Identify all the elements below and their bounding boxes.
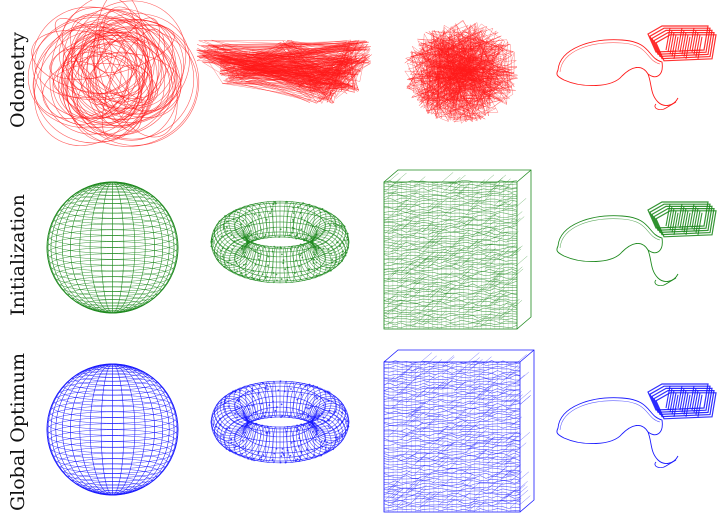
odometry-cube-plot bbox=[404, 19, 518, 124]
global-optimum-cube-plot bbox=[383, 349, 535, 513]
row-label-odometry: Odometry bbox=[0, 0, 36, 160]
initialization-garage-plot bbox=[556, 201, 717, 287]
odometry-garage-plot bbox=[556, 25, 717, 111]
row-label-text: Initialization bbox=[7, 194, 29, 316]
initialization-sphere-plot bbox=[46, 181, 179, 314]
odometry-torus-plot bbox=[196, 39, 372, 104]
row-label-initialization: Initialization bbox=[0, 170, 36, 340]
odometry-sphere-plot bbox=[27, 0, 200, 147]
row-label-text: Global Optimum bbox=[7, 352, 29, 512]
initialization-cube-plot bbox=[383, 169, 532, 330]
row-label-text: Odometry bbox=[7, 32, 30, 128]
row-label-global-optimum: Global Optimum bbox=[0, 345, 36, 519]
global-optimum-sphere-plot bbox=[46, 363, 179, 496]
global-optimum-garage-plot bbox=[556, 383, 717, 469]
initialization-torus-plot bbox=[210, 200, 350, 284]
global-optimum-torus-plot bbox=[210, 380, 350, 464]
